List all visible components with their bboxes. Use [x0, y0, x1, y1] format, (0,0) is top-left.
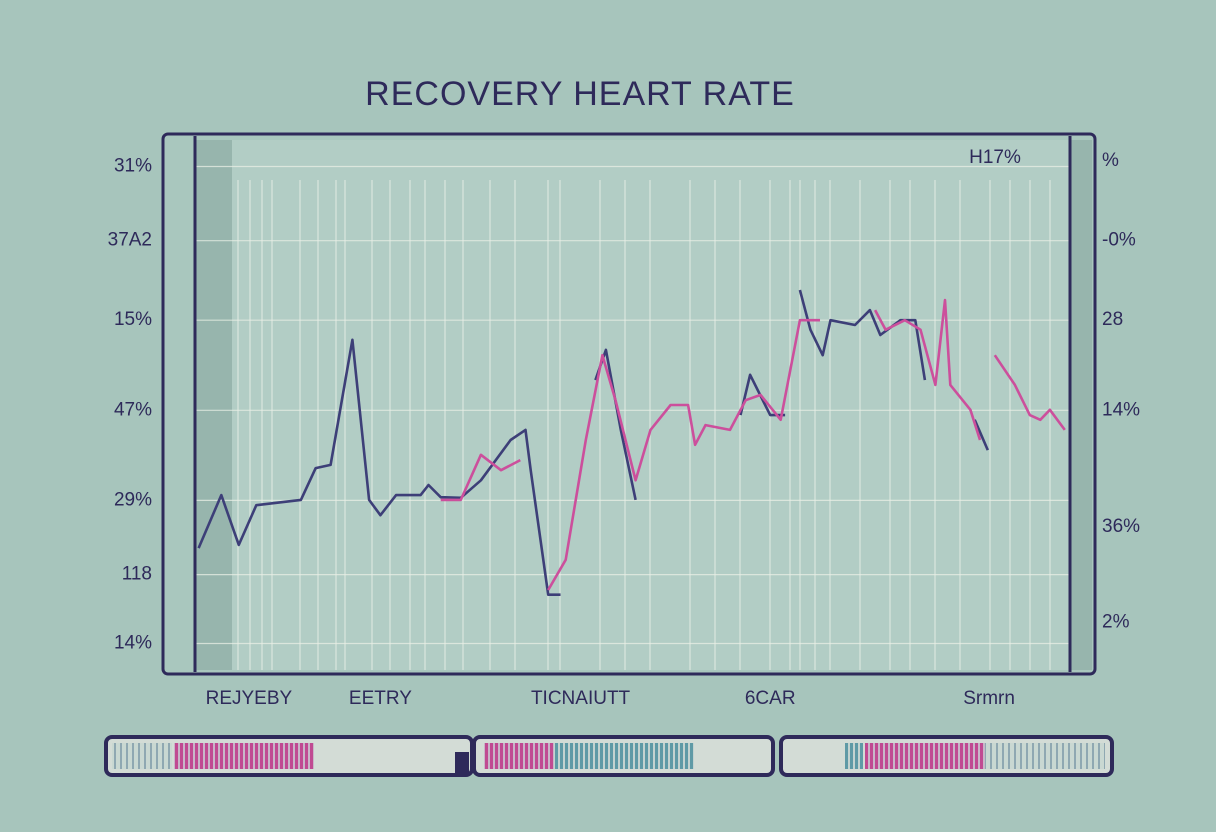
y2-tick-label: % [1102, 150, 1119, 171]
y-tick-label: 118 [122, 564, 152, 585]
line-series [440, 298, 1066, 591]
plot [197, 289, 1066, 596]
x-tick-label: EETRY [349, 688, 412, 709]
x-tick-label: 6CAR [745, 688, 796, 709]
x-tick-label: REJYEBY [206, 688, 293, 709]
y-tick-label: 31% [114, 156, 152, 177]
progress-bars [104, 735, 1114, 777]
chart-title: RECOVERY HEART RATE [365, 75, 795, 113]
y-tick-label: 29% [114, 489, 152, 510]
plot-frame [161, 132, 1097, 676]
annotation: H17% [969, 147, 1021, 168]
y2-tick-label: -0% [1102, 230, 1136, 251]
y-tick-label: 47% [114, 399, 152, 420]
y-tick-label: 14% [114, 633, 152, 654]
x-tick-label: Srmrn [963, 688, 1015, 709]
y-tick-label: 37A2 [108, 230, 152, 251]
x-tick-label: TICNAIUTT [531, 688, 631, 709]
y-tick-label: 15% [114, 309, 152, 330]
y2-tick-label: 2% [1102, 611, 1130, 632]
y2-tick-label: 28 [1102, 309, 1123, 330]
y2-tick-label: 36% [1102, 516, 1140, 537]
y2-tick-label: 14% [1102, 399, 1140, 420]
